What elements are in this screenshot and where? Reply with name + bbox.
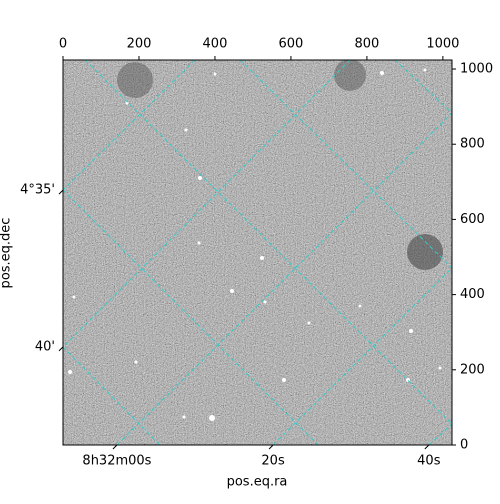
x-axis-label: pos.eq.ra (227, 475, 288, 490)
x-tick-label: 400 (203, 37, 228, 52)
dec-tick-label: 40' (35, 339, 55, 354)
x-tick-label: 200 (127, 37, 152, 52)
y-tick-label: 800 (460, 137, 485, 152)
x-tick-label: 1000 (426, 37, 459, 52)
x-tick-label: 600 (279, 37, 304, 52)
x-tick-label: 800 (354, 37, 379, 52)
ra-tick-label: 8h32m00s (82, 454, 151, 469)
y-tick-label: 200 (460, 362, 485, 377)
dec-tick (58, 346, 64, 352)
ra-tick-label: 40s (417, 454, 441, 469)
y-tick-label: 1000 (460, 62, 493, 77)
dec-tick-label: 4°35' (20, 183, 55, 198)
ra-tick-label: 20s (261, 454, 285, 469)
sky-image (63, 60, 452, 445)
ra-tick (268, 444, 274, 450)
ra-tick (112, 444, 118, 450)
y-tick-label: 600 (460, 212, 485, 227)
y-axis-label: pos.eq.dec (0, 218, 14, 289)
y-tick-label: 0 (460, 438, 468, 453)
coord-grid (63, 60, 452, 445)
dec-tick (58, 189, 64, 195)
x-tick-label: 0 (59, 37, 67, 52)
y-tick-label: 400 (460, 287, 485, 302)
frame (62, 59, 453, 446)
ra-tick (424, 444, 430, 450)
